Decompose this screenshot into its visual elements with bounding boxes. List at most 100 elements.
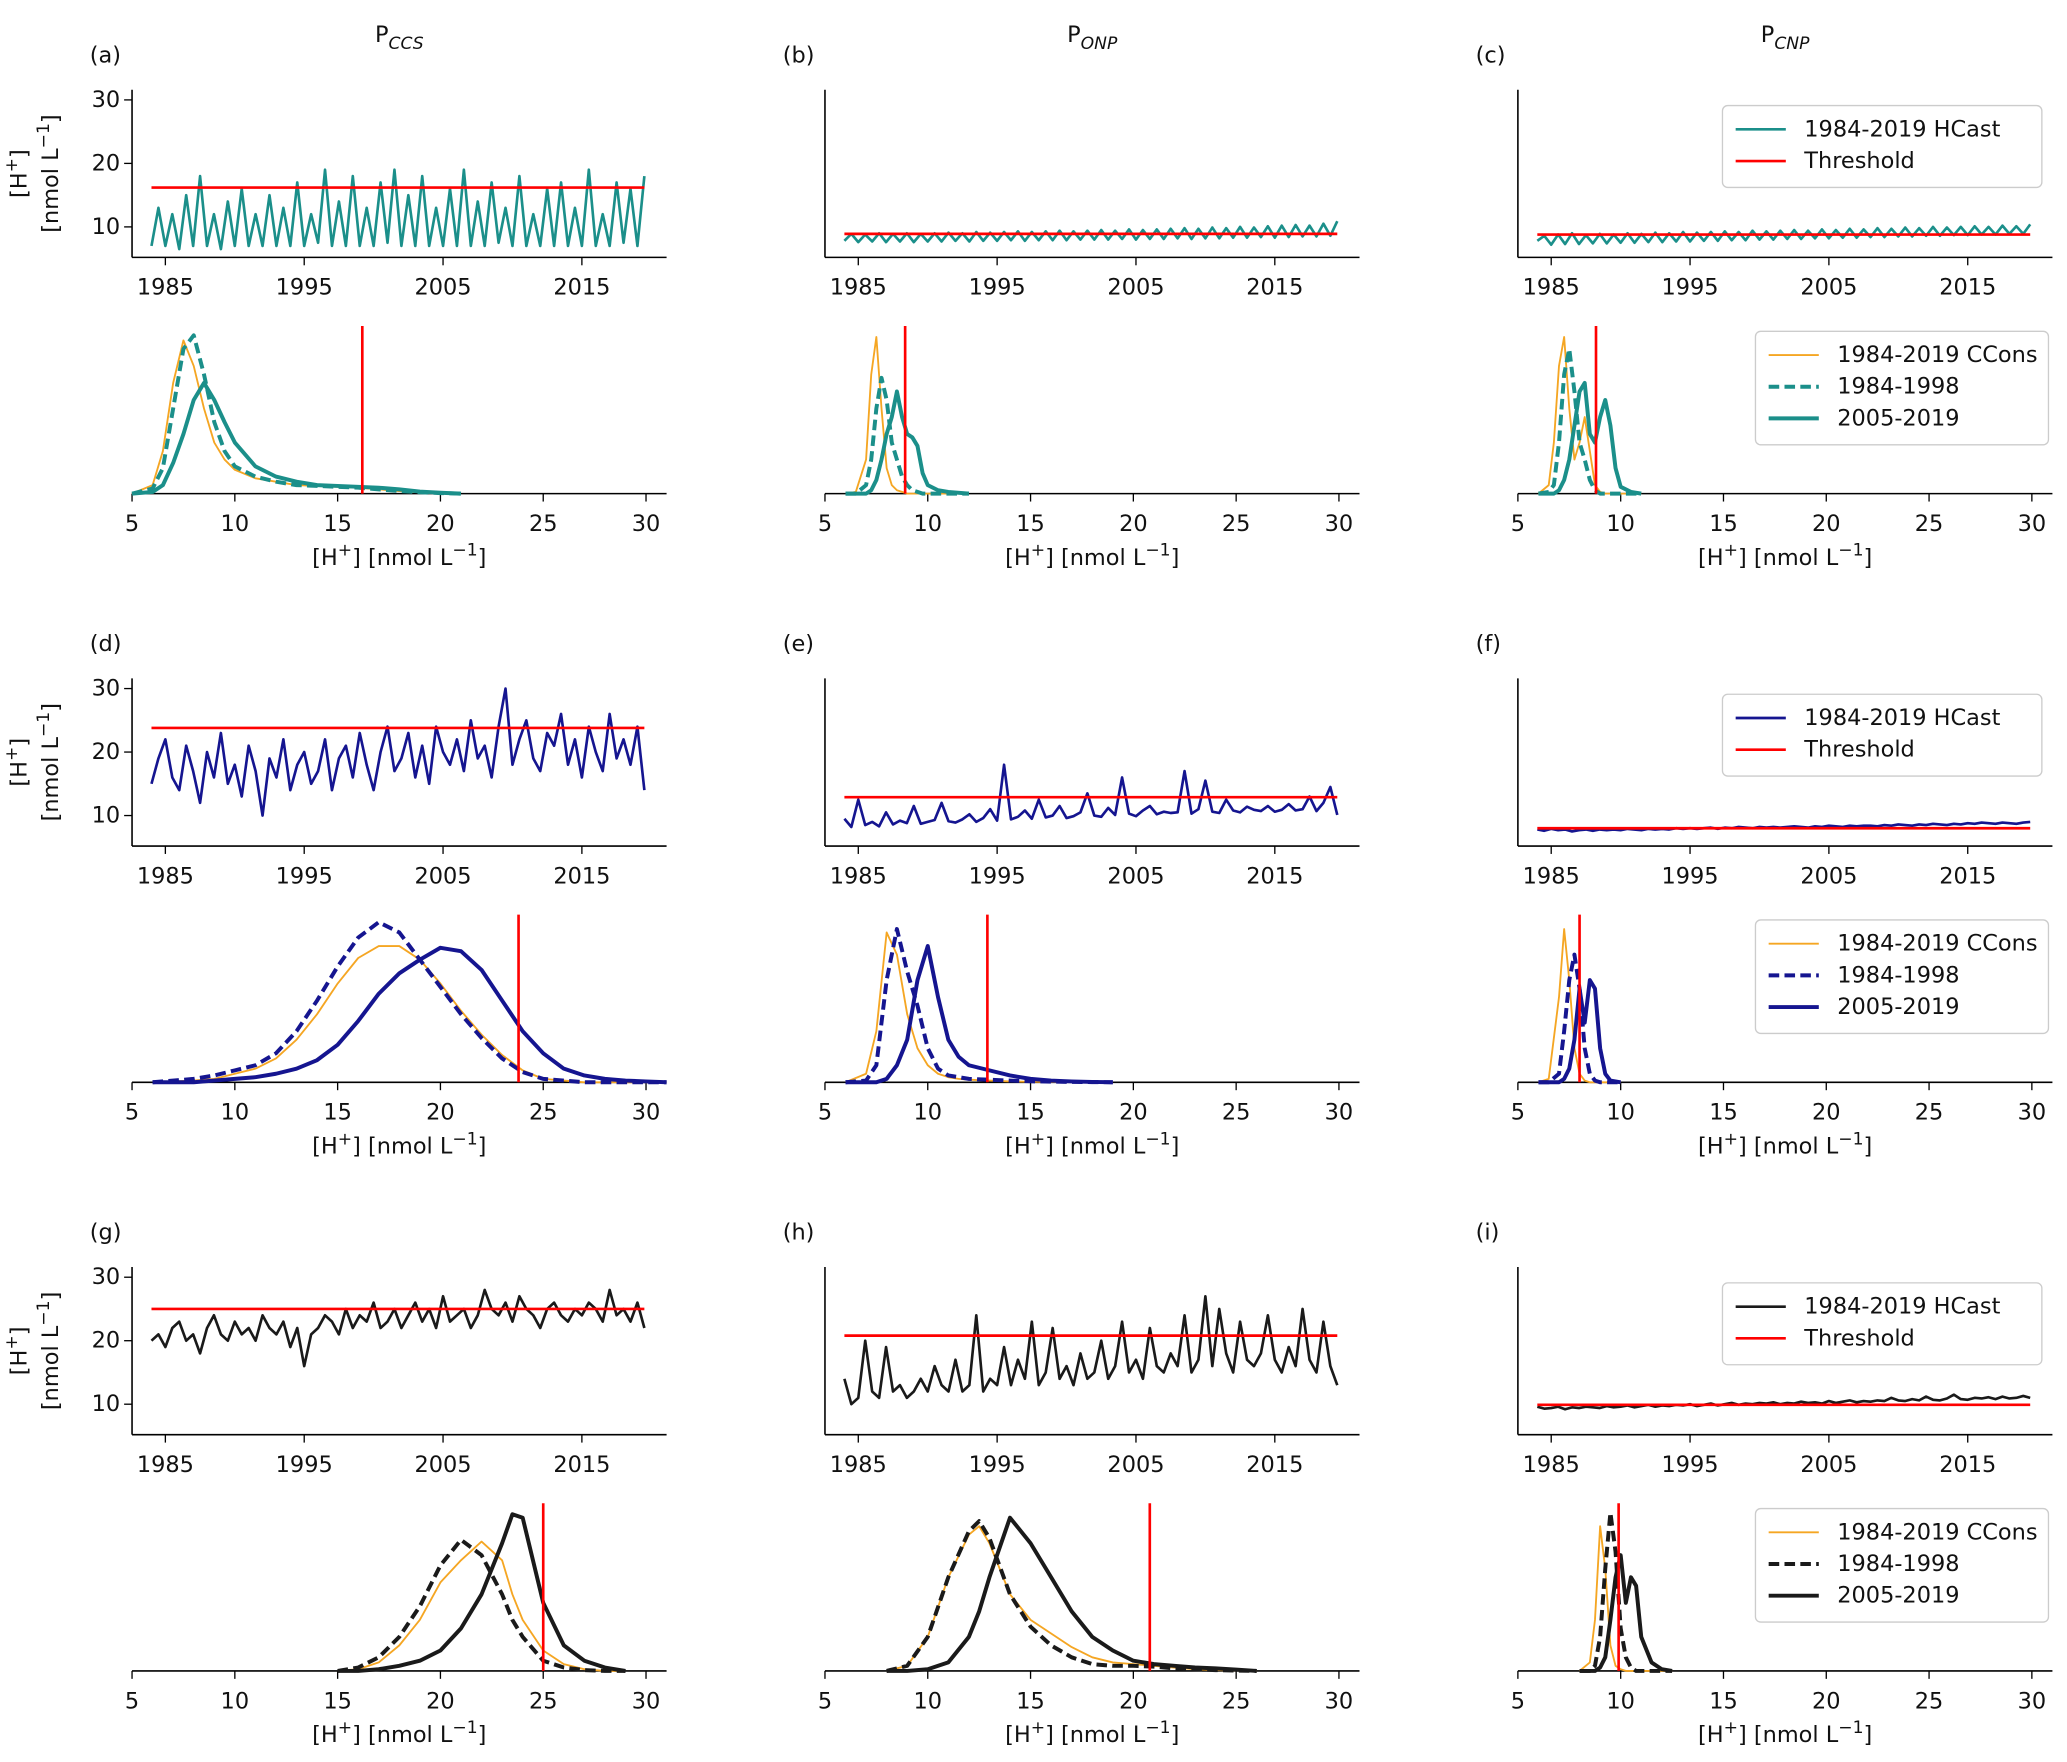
- density-curve: [845, 944, 1113, 1085]
- y-axis-label: [H+]: [2, 738, 32, 787]
- x-axis-label-part: [H: [1005, 1722, 1031, 1748]
- y-axis-label: [H+]: [2, 149, 32, 198]
- density-curve: [131, 333, 462, 496]
- x-axis-label-part: −1: [1838, 1129, 1863, 1149]
- y-tick-label: 10: [92, 1391, 121, 1417]
- y-tick-label: 20: [92, 1328, 121, 1354]
- y-axis-label-part: ]: [38, 114, 64, 123]
- x-axis-label-part: [H: [1005, 1134, 1031, 1160]
- density-curve: [1538, 978, 1621, 1085]
- x-axis-label-part: −1: [1838, 1718, 1863, 1738]
- legend-label: 1984-2019 HCast: [1804, 116, 2000, 142]
- x-tick-label: 2015: [1246, 275, 1303, 301]
- x-tick-label: 20: [1119, 511, 1148, 537]
- panel-label: (h): [783, 1220, 815, 1246]
- x-axis-label-part: +: [1724, 1129, 1738, 1149]
- density-curve: [337, 1537, 626, 1673]
- column-title-part: P: [375, 22, 389, 48]
- x-axis-label-part: +: [338, 1129, 352, 1149]
- density-curve: [886, 1515, 1257, 1673]
- panel-label: (c): [1476, 42, 1506, 68]
- x-tick-label: 20: [1812, 1688, 1841, 1714]
- panel-label: (a): [90, 42, 121, 68]
- x-tick-label: 2005: [1800, 863, 1857, 889]
- y-tick-label: 30: [92, 87, 121, 113]
- x-axis-label-part: +: [1031, 1718, 1045, 1738]
- x-tick-label: 15: [1709, 511, 1738, 537]
- x-tick-label: 15: [323, 511, 352, 537]
- x-tick-label: 2005: [1107, 863, 1164, 889]
- x-tick-label: 1985: [830, 275, 887, 301]
- x-axis-label-part: +: [1724, 1718, 1738, 1738]
- time-series-line: [1536, 1393, 2031, 1411]
- x-tick-label: 2005: [415, 275, 472, 301]
- time-series-line: [843, 763, 1339, 829]
- x-axis-label-part: +: [1724, 541, 1738, 561]
- column-title-part: P: [1067, 22, 1081, 48]
- x-axis-label-part: ]: [1171, 545, 1180, 571]
- y-axis-label-part: [nmol L: [38, 737, 64, 822]
- x-axis-label-part: −1: [1145, 1718, 1170, 1738]
- x-tick-label: 10: [913, 511, 942, 537]
- x-tick-label: 2015: [1246, 1452, 1303, 1478]
- x-tick-label: 2005: [1800, 275, 1857, 301]
- x-axis-label-part: +: [1031, 1129, 1045, 1149]
- x-tick-label: 1985: [137, 1452, 194, 1478]
- x-tick-label: 2005: [1107, 1452, 1164, 1478]
- y-axis-label: [nmol L−1]: [34, 114, 64, 232]
- density-curve: [845, 389, 970, 496]
- density-curve: [845, 336, 969, 495]
- y-axis-label-part: −1: [34, 1300, 54, 1325]
- panel-label: (i): [1476, 1220, 1500, 1246]
- column-title-part: ONP: [1081, 34, 1118, 54]
- x-tick-label: 15: [1709, 1688, 1738, 1714]
- x-tick-label: 5: [125, 1688, 139, 1714]
- y-axis-label: [H+]: [2, 1326, 32, 1375]
- x-axis-label: [H+] [nmol L−1]: [312, 541, 486, 571]
- x-tick-label: 1985: [137, 275, 194, 301]
- x-tick-label: 5: [125, 511, 139, 537]
- x-tick-label: 30: [2018, 1100, 2047, 1126]
- x-axis-label-part: ] [nmol L: [352, 545, 453, 571]
- x-axis-label: [H+] [nmol L−1]: [1005, 1718, 1179, 1748]
- x-axis-label-part: ]: [1171, 1722, 1180, 1748]
- y-axis-label-part: +: [2, 158, 22, 172]
- density-curve: [1538, 928, 1621, 1084]
- x-tick-label: 15: [1016, 511, 1045, 537]
- x-axis-label-part: [H: [1698, 545, 1724, 571]
- x-axis-label-part: ]: [478, 1134, 487, 1160]
- y-axis-label-part: ]: [6, 149, 32, 158]
- y-axis-label-part: +: [2, 747, 22, 761]
- x-axis-label-part: +: [338, 1718, 352, 1738]
- x-tick-label: 10: [913, 1100, 942, 1126]
- x-tick-label: 5: [818, 1100, 832, 1126]
- x-tick-label: 30: [2018, 511, 2047, 537]
- density-curve: [337, 1540, 626, 1672]
- x-axis-label: [H+] [nmol L−1]: [1698, 1129, 1872, 1159]
- x-axis-label-part: +: [338, 541, 352, 561]
- x-axis-label-part: ] [nmol L: [1738, 1134, 1839, 1160]
- x-tick-label: 30: [2018, 1688, 2047, 1714]
- time-series-line: [843, 220, 1339, 244]
- x-tick-label: 10: [221, 1100, 250, 1126]
- y-axis-label-part: [H: [6, 172, 32, 198]
- legend-box: [1754, 919, 2050, 1035]
- density-curve: [152, 945, 667, 1085]
- x-tick-label: 1985: [137, 863, 194, 889]
- legend-box: [1754, 330, 2050, 446]
- y-axis-label-part: +: [2, 1335, 22, 1349]
- x-tick-label: 2015: [1246, 863, 1303, 889]
- column-title: PCNP: [1761, 22, 1810, 54]
- x-tick-label: 30: [632, 511, 661, 537]
- x-tick-label: 30: [1325, 1100, 1354, 1126]
- panel-label: (b): [783, 42, 815, 68]
- x-axis-label-part: [H: [312, 1722, 338, 1748]
- density-curve: [845, 927, 1113, 1085]
- x-tick-label: 20: [1812, 1100, 1841, 1126]
- x-tick-label: 5: [1511, 1100, 1525, 1126]
- x-axis-label-part: −1: [452, 541, 477, 561]
- x-tick-label: 5: [125, 1100, 139, 1126]
- x-tick-label: 20: [1812, 511, 1841, 537]
